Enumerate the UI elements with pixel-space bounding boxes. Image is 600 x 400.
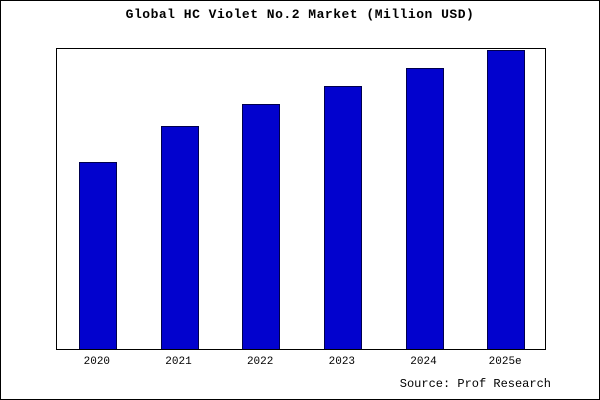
chart-title: Global HC Violet No.2 Market (Million US… [125,7,475,22]
bar-2023 [323,86,362,349]
bar-2022 [242,104,281,349]
x-tick-label-2020: 2020 [83,356,111,368]
x-tick-label-2024: 2024 [410,356,437,368]
bar-2024 [405,68,444,349]
x-tick-label-2025e: 2025e [488,356,522,368]
x-tick-label-2021: 2021 [165,356,192,368]
bar-2020 [78,162,117,349]
x-tick-label-2023: 2023 [328,356,356,368]
x-tick-label-2022: 2022 [246,356,274,368]
bar-2021 [160,126,199,349]
bar-2025e [487,50,526,349]
source-note: Source: Prof Research [399,377,551,391]
plot-area [56,48,546,350]
x-axis-tick-labels: 2020 2021 2022 2023 2024 2025e [56,356,546,372]
